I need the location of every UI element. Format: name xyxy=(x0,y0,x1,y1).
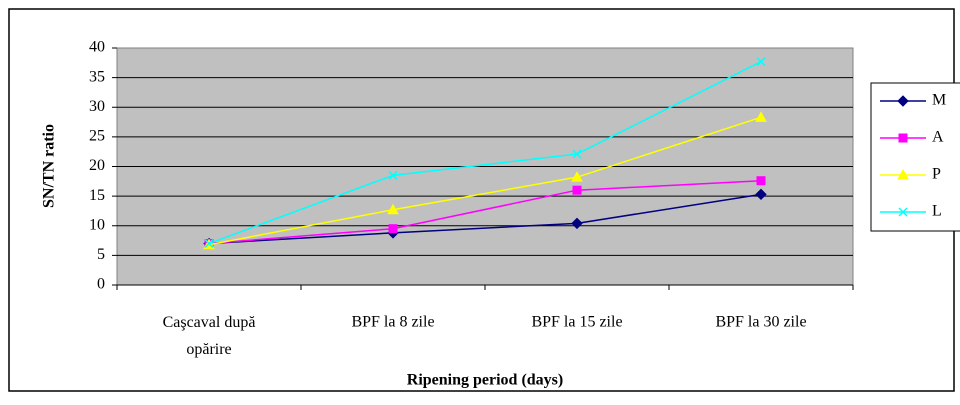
legend-marker xyxy=(897,168,909,180)
y-tick-label: 30 xyxy=(89,98,105,115)
legend-label: M xyxy=(932,92,946,109)
legend-label: P xyxy=(932,166,941,183)
legend-marker xyxy=(898,133,908,143)
legend xyxy=(870,82,960,232)
y-tick-label: 40 xyxy=(89,39,105,56)
y-tick-label: 15 xyxy=(89,187,105,204)
legend-marker xyxy=(897,95,909,107)
marker xyxy=(572,149,582,159)
legend-marker xyxy=(898,207,908,217)
marker xyxy=(387,203,399,215)
x-tick-label: BPF la 30 zile xyxy=(715,314,806,331)
y-tick-label: 20 xyxy=(89,157,105,174)
y-tick-label: 35 xyxy=(89,68,105,85)
series-line xyxy=(208,116,762,246)
y-axis-label: SN/TN ratio xyxy=(41,124,58,208)
x-tick-label: BPF la 8 zile xyxy=(351,314,434,331)
legend-label: A xyxy=(932,129,944,146)
marker xyxy=(204,238,214,249)
marker xyxy=(571,217,583,230)
marker xyxy=(755,188,767,201)
series-line xyxy=(208,193,762,245)
legend-label: L xyxy=(932,203,942,220)
x-tick-label: Caşcaval după opărire xyxy=(163,314,256,358)
marker xyxy=(756,176,766,186)
marker xyxy=(388,224,398,234)
y-tick-label: 5 xyxy=(97,246,105,263)
series-line xyxy=(208,60,762,245)
marker xyxy=(571,171,583,182)
marker xyxy=(388,170,398,180)
x-tick-label: BPF la 15 zile xyxy=(531,314,622,331)
y-tick-label: 10 xyxy=(89,216,105,233)
y-tick-label: 25 xyxy=(89,128,105,145)
x-axis-label: Ripening period (days) xyxy=(407,372,563,389)
y-tick-label: 0 xyxy=(97,276,105,293)
series-line xyxy=(208,179,762,245)
marker xyxy=(755,111,767,122)
marker xyxy=(572,185,582,195)
marker xyxy=(756,57,766,67)
